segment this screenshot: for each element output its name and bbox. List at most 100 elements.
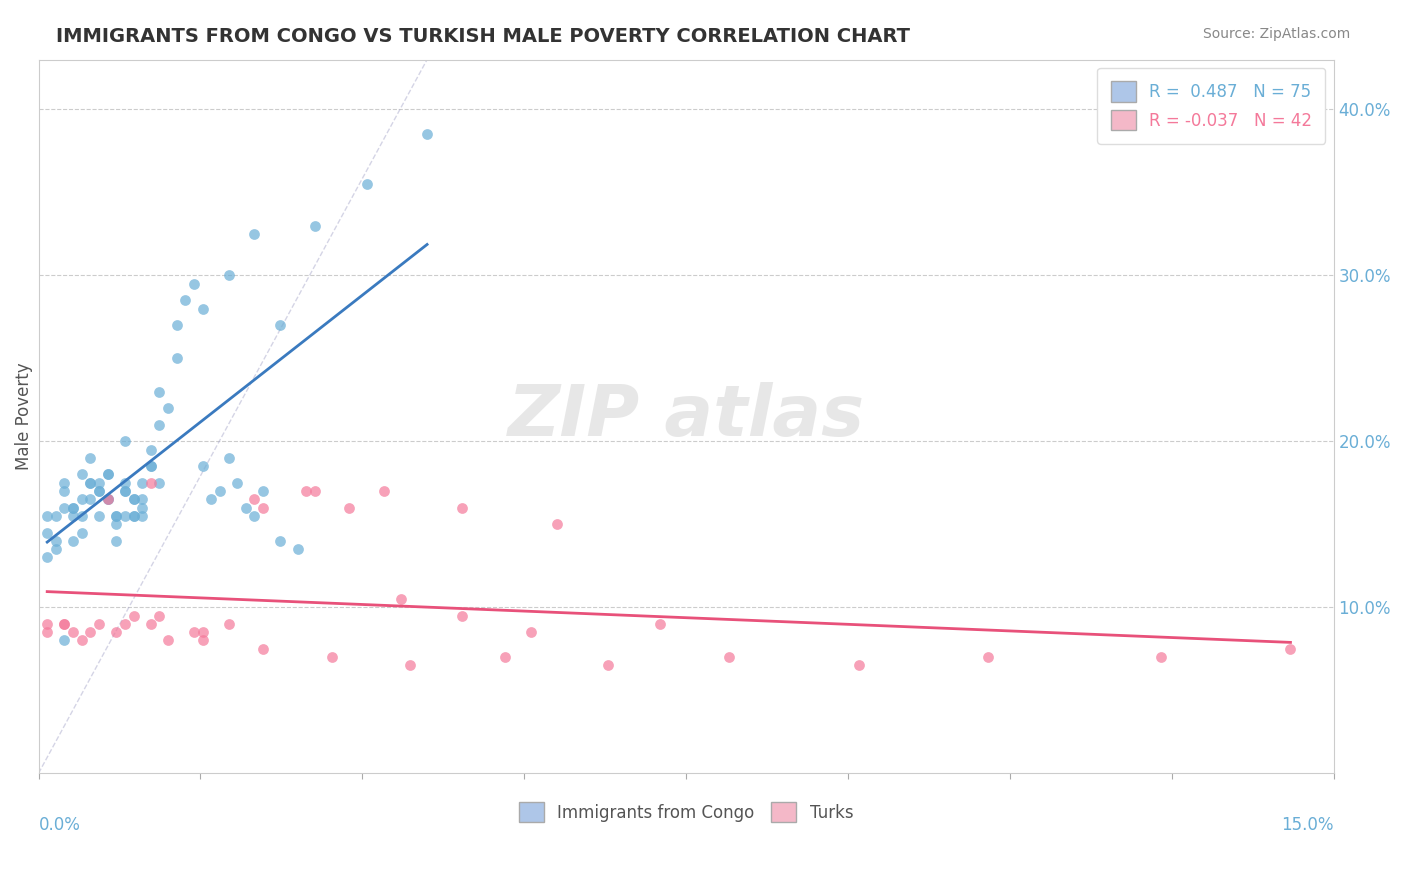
Point [494,650,516,665]
Point [337,500,360,515]
Text: 15.0%: 15.0% [1281,816,1334,834]
Point [97,467,120,482]
Point [131,475,153,490]
Point [45,533,67,548]
Point [519,625,541,640]
Point [157,401,180,416]
Point [105,508,128,523]
Point [139,442,162,457]
Point [1150,650,1173,665]
Point [114,484,136,499]
Point [218,450,240,465]
Point [79,450,101,465]
Point [37,508,59,523]
Point [848,658,870,673]
Point [157,633,180,648]
Point [450,608,472,623]
Point [139,459,162,474]
Point [79,475,101,490]
Point [114,434,136,449]
Point [62,500,84,515]
Point [235,500,257,515]
Point [45,542,67,557]
Point [1279,641,1302,656]
Point [114,508,136,523]
Point [122,608,145,623]
Point [131,492,153,507]
Point [148,608,170,623]
Point [97,492,120,507]
Point [114,484,136,499]
Point [252,500,274,515]
Point [977,650,1000,665]
Point [131,500,153,515]
Legend: Immigrants from Congo, Turks: Immigrants from Congo, Turks [512,796,860,829]
Point [97,492,120,507]
Point [183,277,205,291]
Text: ZIP atlas: ZIP atlas [508,382,865,450]
Point [416,128,439,142]
Point [174,293,197,308]
Point [287,542,309,557]
Point [218,268,240,283]
Point [70,467,93,482]
Point [191,625,214,640]
Point [148,417,170,432]
Point [53,500,76,515]
Point [105,517,128,532]
Point [200,492,222,507]
Point [243,508,266,523]
Point [53,616,76,631]
Point [105,508,128,523]
Point [114,616,136,631]
Point [208,484,231,499]
Point [183,625,205,640]
Point [243,227,266,241]
Point [389,591,412,606]
Point [114,475,136,490]
Point [191,459,214,474]
Y-axis label: Male Poverty: Male Poverty [15,362,32,470]
Point [546,517,568,532]
Point [191,301,214,316]
Point [79,625,101,640]
Point [122,508,145,523]
Point [218,616,240,631]
Point [243,492,266,507]
Point [718,650,741,665]
Point [139,475,162,490]
Point [356,177,378,191]
Point [166,318,188,332]
Point [70,633,93,648]
Point [650,616,672,631]
Point [122,492,145,507]
Point [398,658,420,673]
Point [269,533,291,548]
Point [304,484,326,499]
Point [122,492,145,507]
Point [62,508,84,523]
Point [450,500,472,515]
Point [37,625,59,640]
Point [166,351,188,366]
Point [295,484,318,499]
Point [87,484,110,499]
Point [139,616,162,631]
Point [53,475,76,490]
Point [304,219,326,233]
Point [87,508,110,523]
Point [62,533,84,548]
Point [131,508,153,523]
Point [45,508,67,523]
Point [37,550,59,565]
Point [87,475,110,490]
Point [70,508,93,523]
Text: IMMIGRANTS FROM CONGO VS TURKISH MALE POVERTY CORRELATION CHART: IMMIGRANTS FROM CONGO VS TURKISH MALE PO… [56,27,910,45]
Point [148,384,170,399]
Point [53,484,76,499]
Point [70,525,93,540]
Point [226,475,249,490]
Point [373,484,395,499]
Point [139,459,162,474]
Point [321,650,343,665]
